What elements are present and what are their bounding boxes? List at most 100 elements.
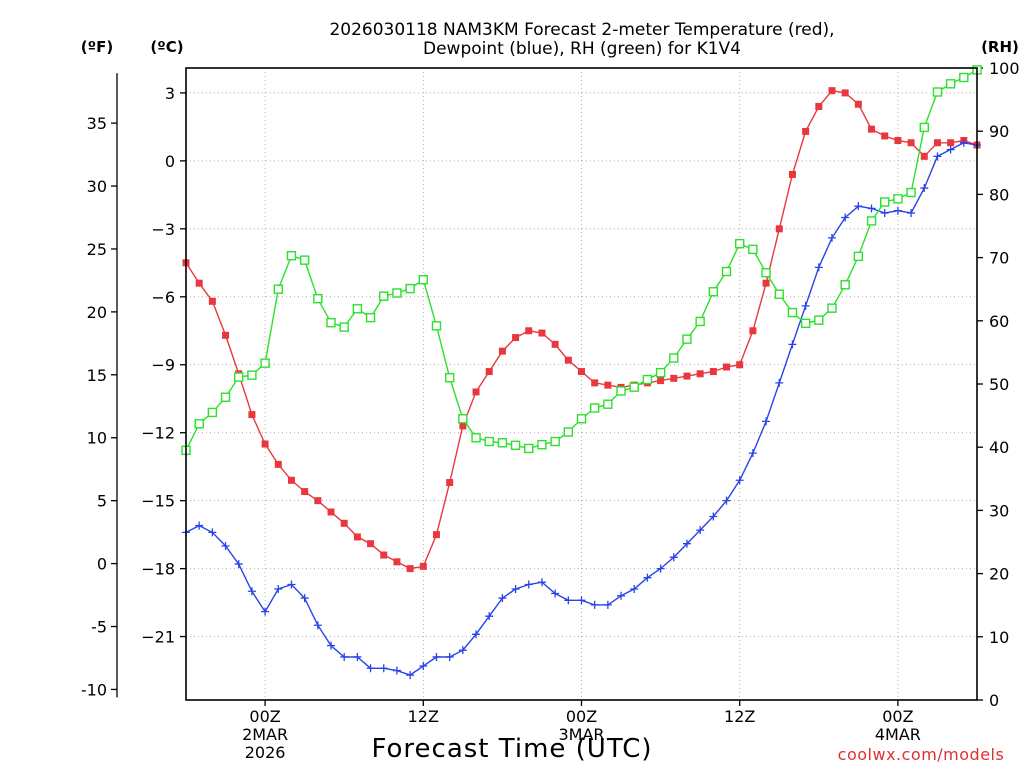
- data-point: [893, 194, 903, 204]
- x-axis-title: Forecast Time (UTC): [371, 734, 652, 764]
- x-tick-label: 12Z: [408, 707, 439, 726]
- data-point: [419, 662, 428, 671]
- data-point: [643, 573, 652, 582]
- x-tick-label: 00Z: [566, 707, 597, 726]
- data-point: [775, 378, 784, 387]
- data-point: [498, 347, 506, 355]
- rh-tick-label: 40: [989, 438, 1009, 457]
- data-point: [261, 440, 269, 448]
- data-point: [603, 600, 612, 609]
- data-point: [471, 433, 481, 443]
- data-point: [247, 587, 256, 596]
- celsius-tick-label: −12: [141, 424, 175, 443]
- data-point: [379, 291, 389, 301]
- data-point: [814, 315, 824, 325]
- data-point: [564, 356, 572, 364]
- data-point: [657, 377, 665, 385]
- fahrenheit-tick-label: 0: [97, 555, 107, 574]
- celsius-tick-label: −18: [141, 560, 175, 579]
- fahrenheit-unit-label: (ºF): [81, 38, 113, 56]
- data-point: [220, 392, 231, 402]
- series-rh: [181, 65, 982, 456]
- data-point: [841, 89, 849, 97]
- data-point: [907, 208, 916, 217]
- data-point: [919, 122, 929, 133]
- x-tick-label: 4MAR: [875, 725, 921, 744]
- data-point: [432, 652, 441, 661]
- celsius-tick-label: −15: [141, 492, 175, 511]
- data-point: [682, 334, 692, 344]
- rh-tick-label: 60: [989, 312, 1009, 331]
- data-point: [749, 327, 757, 335]
- data-point: [352, 304, 363, 314]
- data-point: [933, 139, 941, 147]
- plot-border: [185, 67, 978, 701]
- data-point: [432, 531, 440, 539]
- axes: 35302520151050-5-1030−3−6−9−12−15−18−211…: [81, 59, 1020, 762]
- data-point: [827, 303, 837, 313]
- data-point: [392, 288, 402, 298]
- data-point: [392, 666, 401, 675]
- chart-title: 2026030118 NAM3KM Forecast 2-meter Tempe…: [329, 20, 834, 59]
- data-point: [906, 187, 916, 198]
- data-point: [431, 321, 442, 331]
- data-point: [762, 417, 771, 426]
- data-point: [723, 363, 731, 371]
- series-dewpoint: [182, 138, 981, 680]
- data-point: [840, 280, 850, 290]
- data-point: [945, 79, 956, 89]
- data-point: [419, 562, 427, 570]
- series-2-meter-temperature: [182, 87, 981, 573]
- data-point: [313, 293, 323, 304]
- data-point: [406, 671, 415, 680]
- data-point: [274, 585, 283, 594]
- data-point: [444, 372, 455, 383]
- data-point: [802, 127, 810, 135]
- data-point: [261, 607, 270, 616]
- data-point: [551, 589, 560, 598]
- rh-tick-label: 0: [989, 691, 999, 710]
- data-point: [815, 103, 823, 111]
- data-point: [537, 439, 547, 450]
- data-point: [880, 197, 890, 207]
- data-point: [418, 275, 428, 285]
- data-point: [800, 318, 811, 329]
- fahrenheit-tick-label: 10: [87, 429, 107, 448]
- data-point: [446, 479, 454, 487]
- data-point: [774, 289, 784, 299]
- data-point: [194, 419, 204, 429]
- data-point: [656, 564, 665, 573]
- data-point: [510, 440, 521, 451]
- data-point: [709, 368, 717, 376]
- data-point: [195, 279, 203, 287]
- data-point: [340, 519, 348, 527]
- rh-tick-label: 80: [989, 185, 1009, 204]
- celsius-tick-label: −3: [151, 220, 175, 239]
- data-point: [208, 528, 217, 537]
- data-point: [604, 381, 612, 389]
- data-point: [868, 125, 876, 133]
- x-tick-label: 3MAR: [558, 725, 604, 744]
- data-point: [670, 374, 678, 382]
- celsius-tick-label: −6: [151, 288, 175, 307]
- data-point: [485, 612, 494, 621]
- rh-tick-label: 50: [989, 375, 1009, 394]
- data-point: [260, 358, 270, 368]
- data-point: [669, 553, 678, 562]
- data-point: [195, 521, 204, 530]
- fahrenheit-tick-label: 15: [87, 366, 107, 385]
- data-point: [366, 664, 375, 673]
- data-point: [590, 600, 599, 609]
- data-point: [946, 145, 955, 154]
- data-point: [814, 263, 823, 272]
- data-point: [300, 594, 309, 603]
- data-point: [459, 422, 467, 430]
- data-point: [512, 334, 520, 342]
- data-point: [379, 664, 388, 673]
- data-point: [722, 496, 731, 505]
- data-point: [247, 370, 257, 380]
- data-point: [748, 449, 757, 458]
- fahrenheit-tick-label: 5: [97, 492, 107, 511]
- data-point: [629, 382, 639, 392]
